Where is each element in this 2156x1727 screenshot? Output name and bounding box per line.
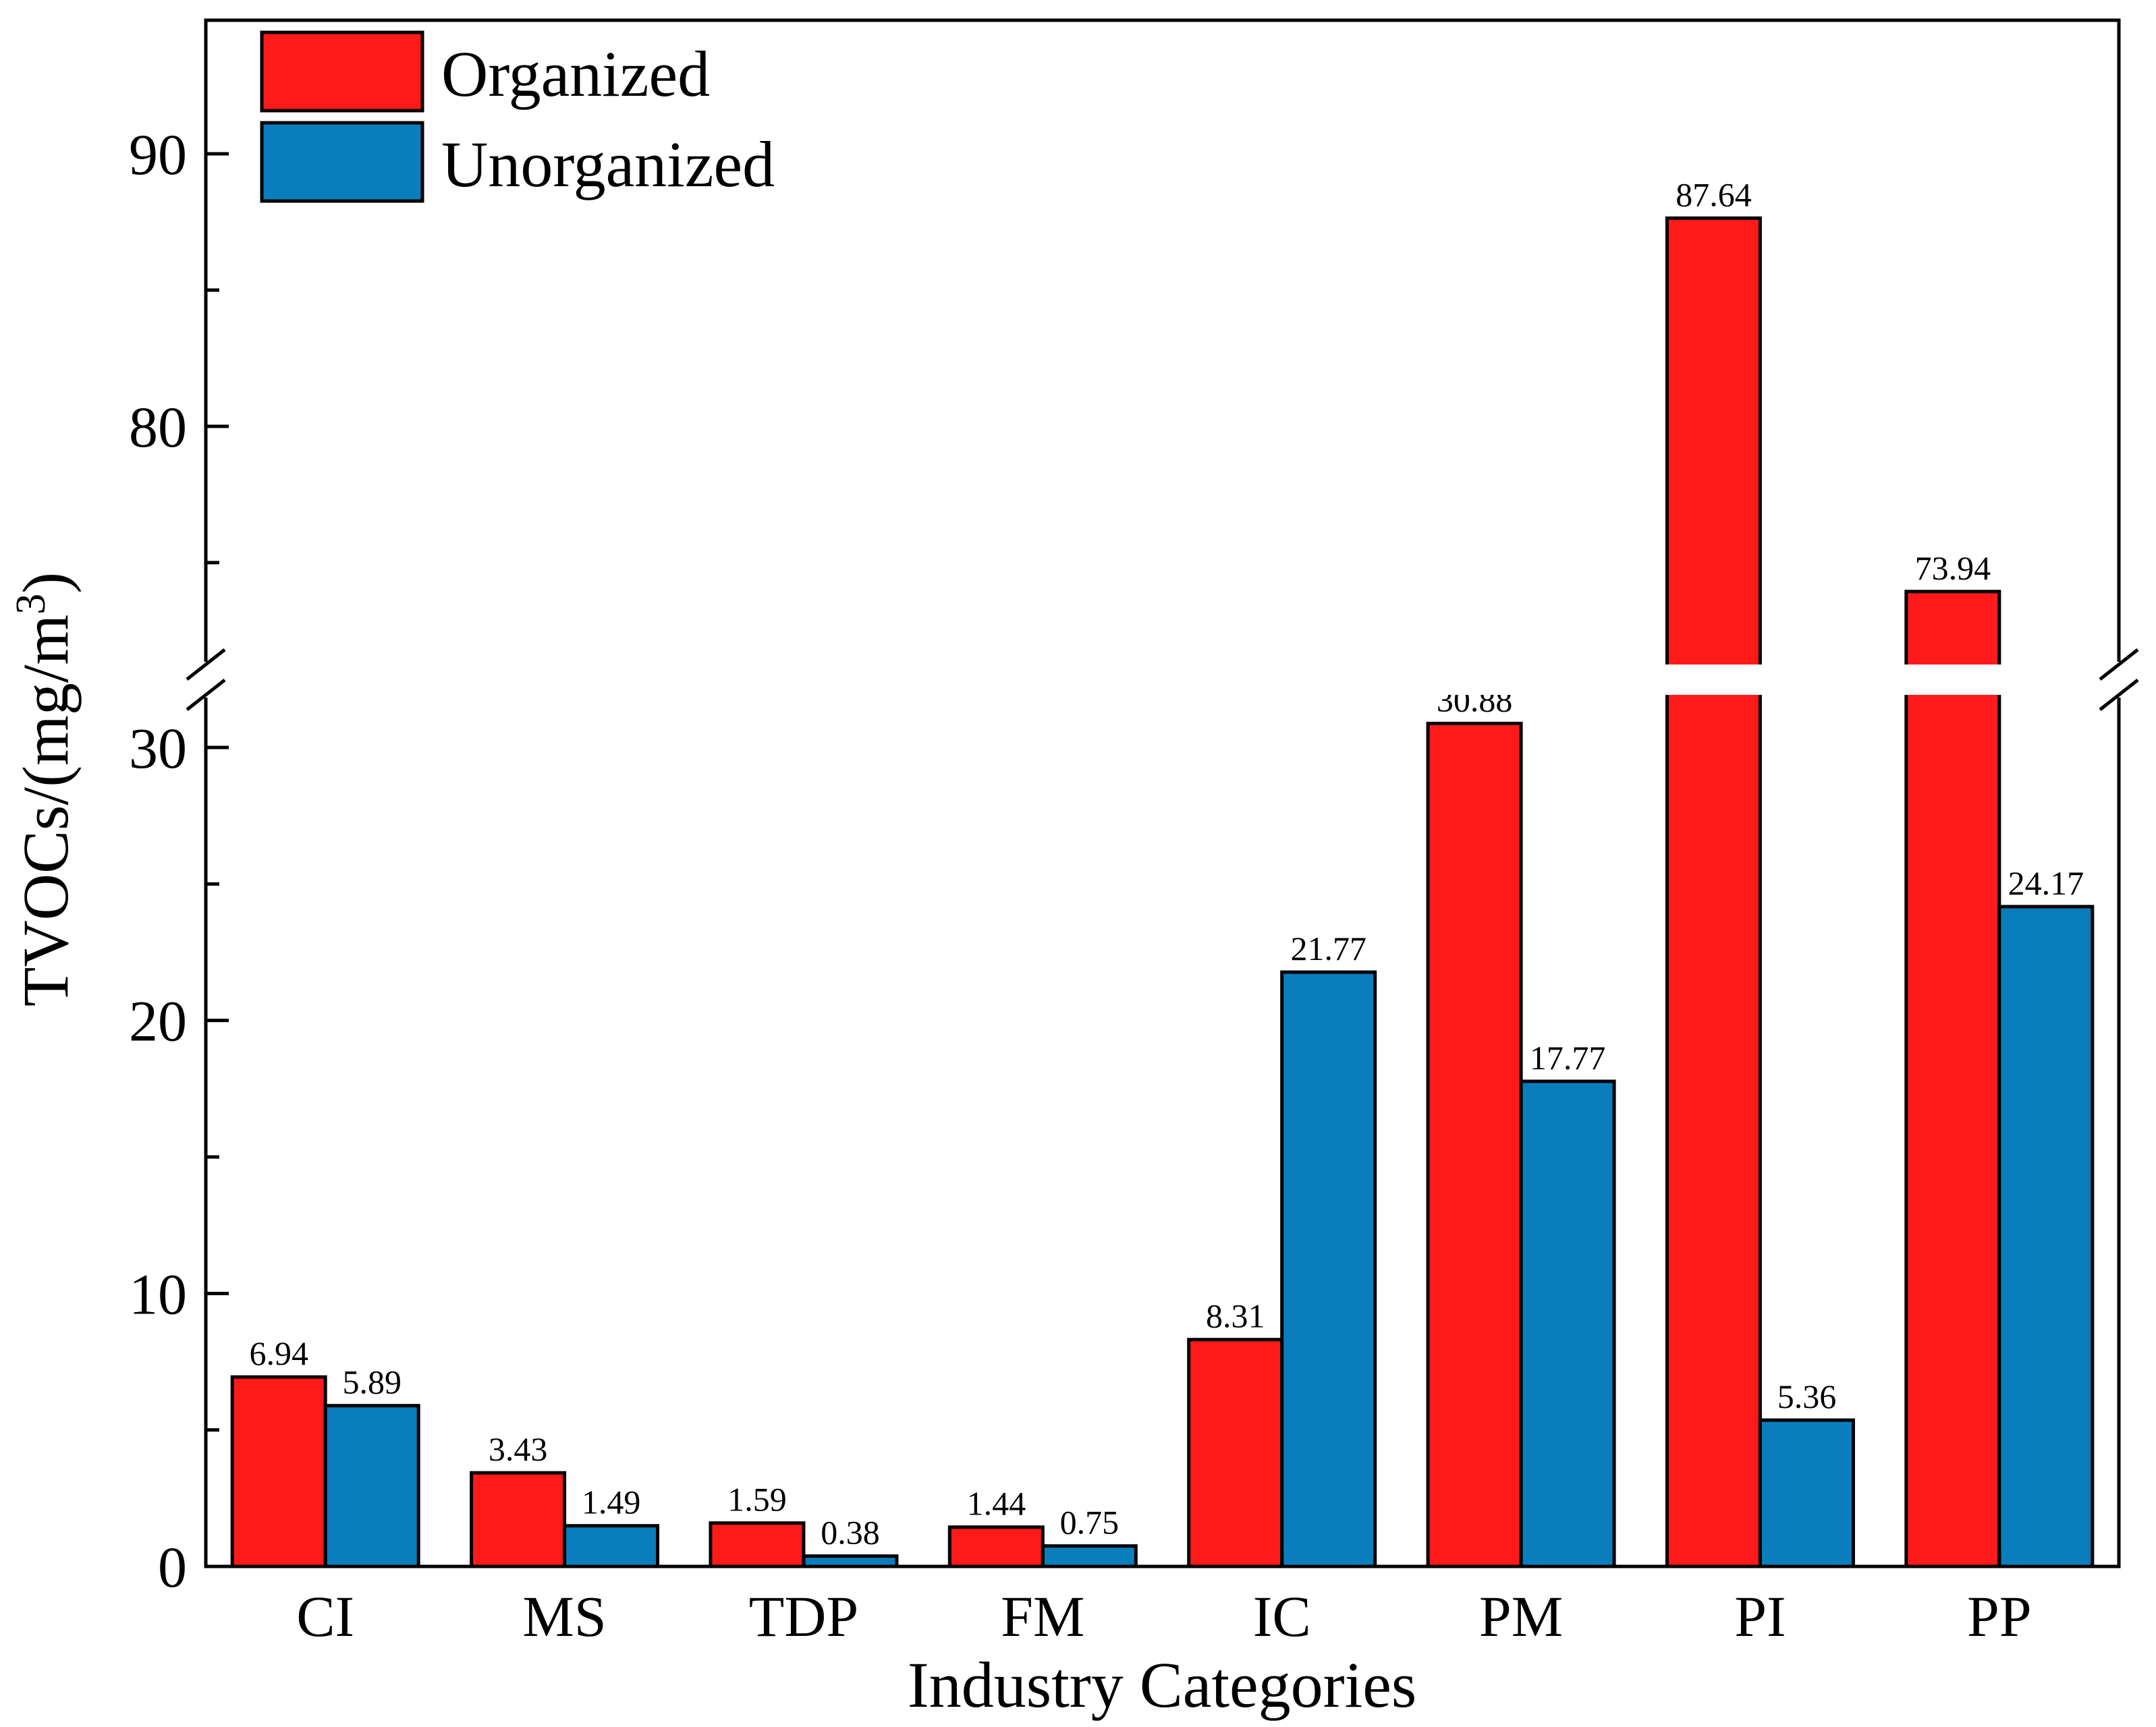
y-axis-ticks: 0 10 20 30 80 90: [129, 122, 229, 1599]
bar-pi-organized: [1665, 216, 1762, 1568]
y-tick-label-90: 90: [129, 122, 187, 187]
legend-label-unorganized: Unorganized: [441, 128, 775, 200]
bar-pm-unorganized: [1519, 1079, 1616, 1568]
legend-label-organized: Organized: [441, 38, 710, 110]
y-tick-label-10: 10: [129, 1262, 187, 1326]
y-axis-title-close: ): [9, 572, 82, 594]
break-gap-fill: [208, 664, 2117, 695]
y-tick-label-0: 0: [158, 1535, 187, 1599]
x-tick-label-ci: CI: [296, 1584, 354, 1649]
break-spine-gap-right: [2113, 662, 2124, 698]
x-axis-ticks: CI MS TDP FM IC PM PI PP: [296, 1550, 2032, 1649]
legend: Organized Unorganized: [260, 30, 775, 203]
bar-pm-organized: [1426, 721, 1523, 1568]
break-mark-right-bottom: [2099, 679, 2139, 711]
data-label-ms-unorganized: 1.49: [582, 1483, 641, 1521]
x-tick-label-pi: PI: [1734, 1584, 1786, 1649]
bar-pp-organized: [1904, 590, 2001, 1568]
data-label-tdp-unorganized: 0.38: [821, 1514, 880, 1552]
data-label-pp-unorganized: 24.17: [2008, 864, 2084, 902]
data-label-pp-organized: 73.94: [1915, 549, 1991, 587]
x-tick-label-fm: FM: [1001, 1584, 1084, 1649]
y-tick-label-80: 80: [129, 395, 187, 459]
data-label-fm-unorganized: 0.75: [1060, 1504, 1120, 1541]
bar-ic-organized: [1187, 1338, 1284, 1568]
bar-ic-unorganized: [1280, 970, 1377, 1568]
bar-pp-unorganized: [1997, 905, 2095, 1568]
data-label-fm-organized: 1.44: [967, 1485, 1026, 1523]
bar-fm-unorganized: [1041, 1544, 1138, 1568]
bar-ci-organized: [230, 1375, 327, 1568]
x-tick-label-ms: MS: [522, 1584, 606, 1649]
y-axis-title-superscript: 3: [8, 594, 54, 615]
break-spine-gap-left: [200, 662, 211, 698]
data-label-ci-unorganized: 5.89: [342, 1363, 402, 1401]
data-label-ci-organized: 6.94: [249, 1334, 308, 1372]
data-label-ic-unorganized: 21.77: [1290, 930, 1366, 967]
bar-tdp-organized: [709, 1521, 806, 1568]
x-tick-label-ic: IC: [1253, 1584, 1311, 1649]
bar-ci-unorganized: [323, 1404, 420, 1568]
bar-pi-unorganized: [1758, 1418, 1855, 1568]
break-mark-left-top: [186, 648, 226, 681]
data-label-tdp-organized: 1.59: [727, 1481, 787, 1519]
plot-frame: [204, 18, 2121, 1568]
data-label-pm-unorganized: 17.77: [1530, 1039, 1606, 1077]
data-label-ic-organized: 8.31: [1206, 1297, 1265, 1335]
axis-break-marks: [186, 648, 2139, 711]
bars-layer: [230, 216, 2095, 1568]
data-label-pi-organized: 87.64: [1676, 175, 1752, 213]
bar-ms-unorganized: [563, 1524, 660, 1568]
x-axis-title: Industry Categories: [908, 1649, 1417, 1721]
x-tick-label-pm: PM: [1479, 1584, 1563, 1649]
data-label-pi-unorganized: 5.36: [1777, 1378, 1837, 1415]
bar-fm-organized: [947, 1525, 1045, 1568]
bar-ms-organized: [470, 1471, 567, 1568]
data-label-ms-organized: 3.43: [489, 1430, 548, 1468]
legend-swatch-unorganized: [260, 121, 424, 203]
break-mark-left-bottom: [186, 679, 226, 711]
y-tick-label-20: 20: [129, 989, 187, 1054]
y-axis-title-main: TVOCs/(mg/m: [9, 615, 82, 1007]
axis-break-gap: [208, 664, 2117, 695]
break-mark-right-top: [2099, 648, 2139, 681]
x-tick-label-tdp: TDP: [749, 1584, 858, 1649]
y-axis-title: TVOCs/(mg/m3): [8, 572, 82, 1007]
y-tick-label-30: 30: [129, 716, 187, 781]
legend-swatch-organized: [260, 30, 424, 113]
x-tick-label-pp: PP: [1967, 1584, 2032, 1649]
